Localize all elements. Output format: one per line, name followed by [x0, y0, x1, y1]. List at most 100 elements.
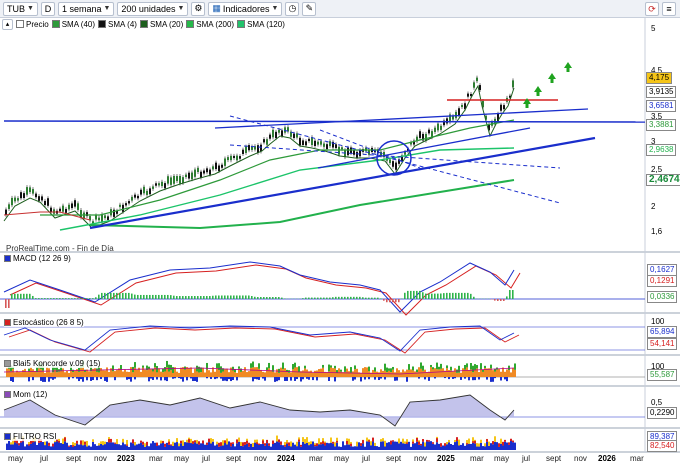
- filtro-red-bar: [72, 445, 74, 447]
- time-label: sept: [66, 454, 82, 463]
- filtro-blue-bar: [480, 442, 482, 450]
- blai-orange-bar: [22, 370, 24, 377]
- price-tick: 2,5: [651, 165, 663, 174]
- filtro-blue-bar: [244, 444, 246, 450]
- blai-orange-bar: [266, 370, 268, 377]
- candle: [86, 212, 88, 217]
- candle: [308, 138, 310, 142]
- candle: [281, 130, 283, 136]
- blai-top-tick: 100: [651, 362, 665, 371]
- filtro-blue-bar: [354, 446, 356, 450]
- macd-histogram-bar: [134, 294, 136, 299]
- menu-icon[interactable]: ≡: [662, 2, 676, 16]
- filtro-blue-bar: [78, 444, 80, 450]
- legend-item-sma40[interactable]: SMA (40): [51, 20, 95, 29]
- sync-icon[interactable]: ⟳: [645, 2, 659, 16]
- macd-histogram-bar: [410, 290, 412, 299]
- blai-blue-bar: [236, 377, 238, 381]
- candle: [455, 111, 457, 119]
- blai-blue-bar: [54, 377, 56, 379]
- blai-green-bar: [368, 366, 370, 372]
- candle: [170, 177, 172, 185]
- filtro-blue-bar: [248, 446, 250, 450]
- units-select[interactable]: 200 unidades ▼: [117, 1, 189, 16]
- blai5-chart: [0, 360, 645, 382]
- filtro-blue-bar: [142, 444, 144, 450]
- filtro-blue-bar: [504, 441, 506, 450]
- legend-item-sma200[interactable]: SMA (200): [186, 20, 234, 29]
- blai-green-bar: [294, 362, 296, 368]
- filtro-red-bar: [132, 439, 134, 444]
- draw-tool-icon[interactable]: ✎: [302, 1, 317, 16]
- indicators-button[interactable]: ▦ Indicadores ▼: [208, 1, 283, 16]
- blai-orange-bar: [118, 368, 120, 377]
- legend-item-sma120[interactable]: SMA (120): [237, 20, 285, 29]
- legend-item-sma20[interactable]: SMA (20): [139, 20, 183, 29]
- filtro-yellow-bar: [480, 439, 482, 443]
- blai-orange-bar: [90, 371, 92, 377]
- filtro-red-bar: [286, 442, 288, 444]
- stoch-top-tick: 100: [651, 317, 665, 326]
- candle: [437, 123, 439, 131]
- blai-orange-bar: [236, 372, 238, 377]
- settings-icon[interactable]: ⚙: [191, 1, 206, 16]
- blai-orange-bar: [200, 372, 202, 377]
- macd-histogram-bar: [254, 296, 256, 299]
- blai-blue-bar: [286, 377, 288, 381]
- blai-blue-bar: [28, 377, 30, 382]
- filtro-yellow-bar: [402, 438, 404, 444]
- filtro-blue-bar: [498, 446, 500, 450]
- macd-histogram-bar: [326, 297, 328, 299]
- filtro-blue-bar: [368, 441, 370, 450]
- blai-green-bar: [36, 366, 38, 373]
- filtro-blue-bar: [18, 445, 20, 450]
- blai-orange-bar: [450, 370, 452, 377]
- blai-orange-bar: [170, 370, 172, 377]
- macd-histogram-bar: [32, 295, 34, 299]
- blai-green-bar: [196, 365, 198, 372]
- clock-icon[interactable]: ◷: [285, 1, 300, 16]
- blai-orange-bar: [318, 369, 320, 377]
- blai-orange-bar: [184, 369, 186, 377]
- blai-blue-bar: [134, 377, 136, 380]
- blai-orange-bar: [158, 368, 160, 377]
- collapse-icon[interactable]: ▴: [2, 18, 13, 30]
- time-label: sept: [386, 454, 402, 463]
- candle: [77, 203, 79, 210]
- blai-orange-bar: [86, 369, 88, 377]
- blai-blue-bar: [328, 377, 330, 381]
- filtro-red-bar: [76, 440, 78, 444]
- filtro-blue-bar: [314, 446, 316, 450]
- candle: [230, 155, 232, 161]
- filtro-blue-bar: [458, 445, 460, 450]
- filtro-blue-bar: [84, 444, 86, 450]
- blai-blue-bar: [148, 377, 150, 382]
- d-button[interactable]: D: [40, 1, 55, 16]
- macd-histogram-bar: [350, 296, 352, 299]
- candle: [140, 189, 142, 195]
- blai-blue-bar: [500, 377, 502, 381]
- ticker-select[interactable]: TUB ▼: [3, 1, 38, 16]
- macd-histogram-bar: [230, 295, 232, 299]
- filtro-blue-bar: [404, 443, 406, 450]
- filtro-blue-bar: [268, 445, 270, 450]
- blai-orange-bar: [64, 372, 66, 377]
- timeframe-select[interactable]: 1 semana ▼: [57, 1, 115, 16]
- filtro-blue-bar: [22, 441, 24, 450]
- filtro-red-bar: [392, 440, 394, 442]
- blai-orange-bar: [100, 368, 102, 377]
- price-tag: 3,9135: [646, 86, 677, 98]
- blai-orange-bar: [374, 371, 376, 377]
- macd-histogram-bar: [101, 292, 103, 299]
- filtro-yellow-bar: [58, 438, 60, 443]
- price-chart: [3, 62, 646, 231]
- blai-green-bar: [374, 367, 376, 372]
- macd-histogram-bar: [131, 293, 133, 299]
- macd-histogram-bar: [218, 295, 220, 299]
- legend-item-price[interactable]: Precio: [16, 20, 49, 29]
- legend-item-sma4[interactable]: SMA (4): [98, 20, 137, 29]
- blai-blue-bar: [192, 377, 194, 382]
- blai-orange-bar: [262, 371, 264, 377]
- blai-orange-bar: [378, 372, 380, 377]
